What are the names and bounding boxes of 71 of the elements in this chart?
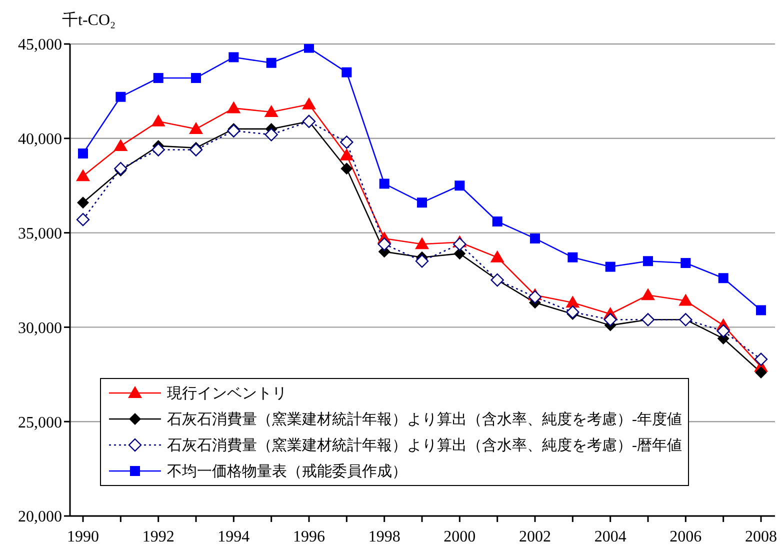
point [680, 258, 691, 268]
point [340, 162, 353, 175]
point [604, 313, 617, 326]
point [641, 288, 655, 300]
legend-label: 不均一価格物量表（戒能委員作成） [167, 462, 407, 480]
point [153, 72, 164, 83]
point [530, 233, 540, 244]
point [490, 250, 504, 262]
point [379, 178, 390, 189]
point [415, 237, 429, 250]
point [453, 238, 466, 251]
point [415, 254, 429, 268]
point [226, 101, 241, 114]
point [754, 352, 768, 366]
x-tick-label: 1994 [218, 528, 250, 546]
point [378, 238, 391, 251]
point [454, 248, 466, 260]
x-tick-label: 2006 [670, 528, 702, 546]
point [756, 305, 766, 316]
point [151, 114, 166, 126]
y-axis-title: 千t-CO₂ [62, 10, 116, 31]
point [340, 136, 354, 149]
y-tick-label: 25,000 [18, 414, 62, 432]
point [755, 366, 767, 379]
point [76, 169, 90, 182]
point [566, 305, 580, 319]
point [417, 198, 427, 208]
point [528, 290, 542, 304]
x-tick-label: 1996 [293, 528, 325, 546]
y-tick-label: 40,000 [18, 131, 62, 148]
x-tick-label: 2000 [444, 528, 476, 546]
point [227, 124, 240, 138]
point [340, 148, 354, 160]
x-tick-label: 2004 [594, 528, 626, 546]
point [302, 97, 316, 110]
y-tick-label: 35,000 [18, 225, 62, 242]
point [264, 128, 278, 142]
point [189, 143, 203, 156]
y-tick-label: 20,000 [18, 508, 62, 526]
legend-label: 石灰石消費量（窯業建材統計年報）より算出（含水率、純度を考慮）-暦年値 [167, 436, 682, 454]
x-tick-label: 1990 [67, 528, 99, 546]
point [643, 256, 653, 266]
y-tick-label: 45,000 [18, 36, 62, 54]
point [304, 44, 314, 53]
point [152, 143, 165, 156]
point [605, 262, 616, 272]
point [116, 92, 126, 102]
point [191, 72, 201, 83]
point [264, 104, 278, 117]
point [678, 294, 693, 306]
point [76, 212, 90, 226]
legend-label: 現行インベントリ [167, 384, 287, 402]
x-tick-label: 2008 [745, 528, 777, 546]
point [77, 196, 89, 209]
point [566, 296, 580, 308]
x-tick-label: 1992 [142, 528, 174, 546]
point [718, 273, 728, 284]
point [568, 252, 578, 262]
x-tick-label: 1998 [368, 528, 400, 546]
x-tick-label: 2002 [519, 528, 551, 546]
y-tick-label: 30,000 [18, 320, 62, 337]
point [454, 180, 465, 191]
point [342, 67, 352, 78]
legend-label: 石灰石消費量（窯業建材統計年報）より算出（含水率、純度を考慮）-年度値 [167, 410, 682, 428]
point [228, 52, 239, 62]
point [716, 324, 730, 338]
point [114, 138, 128, 151]
point [266, 58, 276, 68]
point [492, 216, 502, 226]
point [189, 122, 203, 134]
point [78, 148, 88, 159]
